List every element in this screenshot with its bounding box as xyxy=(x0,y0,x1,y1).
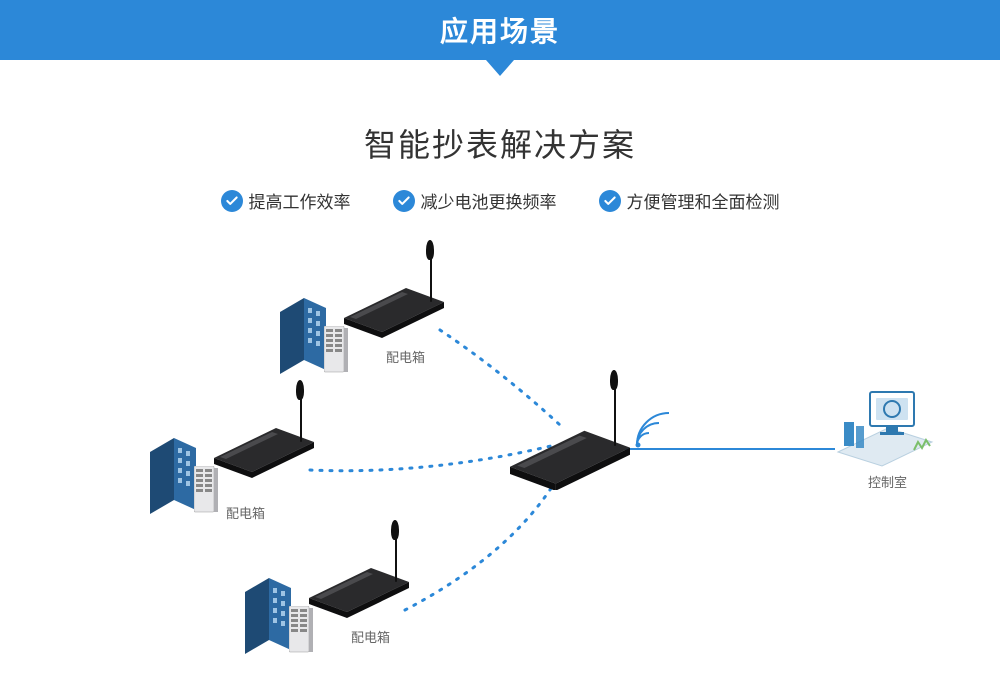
distribution-node: 配电箱 xyxy=(245,550,395,660)
feature-label: 减少电池更换频率 xyxy=(421,188,557,213)
router-icon xyxy=(344,284,444,338)
router-icon xyxy=(510,426,630,490)
check-icon xyxy=(221,190,243,212)
building-icon xyxy=(150,434,196,514)
building-icon xyxy=(245,574,291,654)
feature-list: 提高工作效率 减少电池更换频率 方便管理和全面检测 xyxy=(0,188,1000,213)
hub-node xyxy=(510,420,630,490)
node-label: 配电箱 xyxy=(386,347,425,366)
antenna-tip-icon xyxy=(426,240,434,260)
node-label: 配电箱 xyxy=(226,503,265,522)
feature-label: 方便管理和全面检测 xyxy=(627,188,780,213)
distribution-node: 配电箱 xyxy=(280,270,430,380)
banner-pointer-icon xyxy=(486,60,514,76)
node-label: 控制室 xyxy=(868,472,907,491)
network-diagram: 配电箱 配电箱 配电箱 控制室 xyxy=(0,250,1000,670)
control-room-node: 控制室 xyxy=(830,380,940,475)
wifi-icon xyxy=(632,405,682,455)
node-label: 配电箱 xyxy=(351,627,390,646)
check-icon xyxy=(599,190,621,212)
feature-item: 提高工作效率 xyxy=(221,188,351,213)
feature-item: 减少电池更换频率 xyxy=(393,188,557,213)
antenna-tip-icon xyxy=(610,370,618,390)
router-icon xyxy=(214,424,314,478)
feature-label: 提高工作效率 xyxy=(249,188,351,213)
check-icon xyxy=(393,190,415,212)
link-dist1-hub xyxy=(440,330,560,425)
banner-title: 应用场景 xyxy=(440,10,560,50)
antenna-tip-icon xyxy=(296,380,304,400)
router-icon xyxy=(309,564,409,618)
control-room-icon xyxy=(830,380,940,470)
feature-item: 方便管理和全面检测 xyxy=(599,188,780,213)
banner: 应用场景 xyxy=(0,0,1000,60)
building-icon xyxy=(280,294,326,374)
page-title: 智能抄表解决方案 xyxy=(0,120,1000,166)
antenna-tip-icon xyxy=(391,520,399,540)
distribution-node: 配电箱 xyxy=(150,410,300,520)
